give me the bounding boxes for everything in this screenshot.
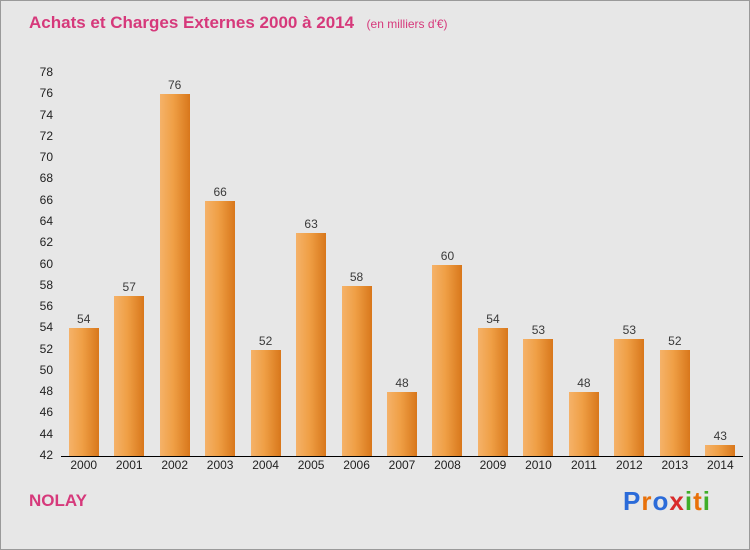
y-tick-label: 66	[39, 192, 53, 207]
y-tick-label: 68	[39, 171, 53, 186]
x-tick-label: 2009	[479, 458, 507, 472]
logo-letter: t	[693, 486, 703, 516]
y-tick-label: 78	[39, 65, 53, 79]
logo-letter: r	[641, 486, 653, 516]
y-tick-label: 70	[39, 150, 53, 165]
bar	[523, 338, 554, 456]
y-tick-label: 72	[39, 128, 53, 143]
y-tick-label: 52	[39, 341, 53, 356]
x-tick-label: 2011	[570, 458, 597, 472]
y-tick-label: 74	[39, 107, 53, 122]
x-tick-label: 2013	[661, 458, 689, 472]
bar-value-label: 63	[304, 216, 318, 231]
x-tick-label: 2006	[343, 458, 370, 472]
bar-group-2010: 53	[516, 73, 561, 456]
bar-value-label: 48	[577, 376, 591, 391]
bar	[296, 232, 327, 456]
bar-value-label: 52	[258, 333, 273, 348]
bar-group-2008: 60	[425, 73, 470, 456]
bar	[705, 445, 736, 456]
chart-subtitle: (en milliers d'€)	[366, 17, 448, 31]
bar-group-2004: 52	[243, 73, 288, 456]
x-tick-label: 2005	[297, 458, 325, 472]
logo-letter: x	[669, 486, 685, 516]
bar-group-2005: 63	[288, 73, 333, 456]
bar	[477, 328, 508, 456]
bar	[205, 200, 236, 456]
x-tick-label: 2007	[388, 458, 416, 472]
bar-value-label: 53	[531, 322, 546, 337]
bar	[568, 392, 599, 456]
bar	[68, 328, 99, 456]
bar-group-2000: 54	[61, 73, 106, 456]
x-tick-label: 2014	[706, 458, 734, 472]
bar-group-2002: 76	[152, 73, 197, 456]
bar-group-2013: 52	[652, 73, 697, 456]
y-tick-label: 50	[39, 362, 53, 377]
bar-value-label: 57	[122, 280, 136, 295]
bar-value-label: 54	[77, 312, 91, 327]
x-tick-label: 2002	[161, 458, 189, 472]
x-tick-label: 2012	[616, 458, 643, 472]
bar-group-2001: 57	[106, 73, 151, 456]
bar	[614, 338, 645, 456]
bar-value-label: 43	[713, 429, 727, 444]
logo-letter: i	[684, 486, 694, 516]
x-tick-label: 2010	[525, 458, 552, 472]
bar-value-label: 48	[395, 376, 409, 391]
bar-value-label: 52	[668, 333, 682, 348]
bar-value-label: 53	[622, 322, 637, 337]
bar-value-label: 58	[349, 269, 364, 284]
y-tick-label: 42	[39, 448, 53, 462]
bar-group-2012: 53	[607, 73, 652, 456]
chart-title: Achats et Charges Externes 2000 à 2014	[29, 13, 355, 32]
bar-group-2009: 54	[470, 73, 515, 456]
bar	[659, 349, 690, 456]
bar-value-label: 60	[440, 248, 455, 263]
logo-letter: o	[652, 486, 670, 516]
y-tick-label: 58	[39, 277, 53, 292]
plot-area: 54 57 76 66 52 63 58 48 60 54 53 48 53 52 43 42 44 46 48 5…	[40, 65, 743, 462]
y-tick-label: 44	[39, 426, 53, 441]
logo-letter: P	[623, 486, 642, 516]
x-tick-label: 2004	[252, 458, 279, 472]
bar-group-2003: 66	[197, 73, 242, 456]
x-tick-label: 2003	[206, 458, 234, 472]
y-tick-label: 76	[39, 86, 53, 101]
x-tick-label: 2001	[115, 458, 143, 472]
proxiti-logo: Proxiti	[623, 486, 711, 517]
x-tick-label: 2008	[434, 458, 461, 472]
bar-value-label: 66	[213, 184, 227, 199]
bar	[341, 285, 372, 456]
bar-group-2007: 48	[379, 73, 424, 456]
y-tick-label: 64	[39, 213, 53, 228]
bars-container: 54 57 76 66 52 63 58 48 60 54 53 48 53 52 43	[61, 73, 743, 456]
bar	[432, 264, 463, 456]
bar-group-2006: 58	[334, 73, 379, 456]
x-axis-labels: 2000 2001 2002 2003 2004 2005 2006 2007 2008 2009…	[61, 458, 743, 472]
y-tick-label: 60	[39, 256, 53, 271]
bar	[387, 392, 418, 456]
bar	[159, 94, 190, 456]
bar-value-label: 54	[486, 312, 500, 327]
location-label: NOLAY	[29, 491, 87, 510]
y-tick-label: 62	[39, 235, 53, 250]
x-tick-label: 2000	[70, 458, 98, 472]
logo-letter: i	[702, 486, 711, 516]
y-tick-label: 46	[39, 405, 53, 420]
bar-group-2011: 48	[561, 73, 606, 456]
y-tick-label: 48	[39, 384, 53, 399]
y-tick-label: 54	[39, 320, 53, 335]
chart-header: Achats et Charges Externes 2000 à 2014 (…	[29, 13, 739, 33]
bar	[250, 349, 281, 456]
bar	[114, 296, 145, 456]
y-tick-label: 56	[39, 299, 53, 314]
bar-value-label: 76	[167, 78, 182, 93]
bar-group-2014: 43	[698, 73, 743, 456]
